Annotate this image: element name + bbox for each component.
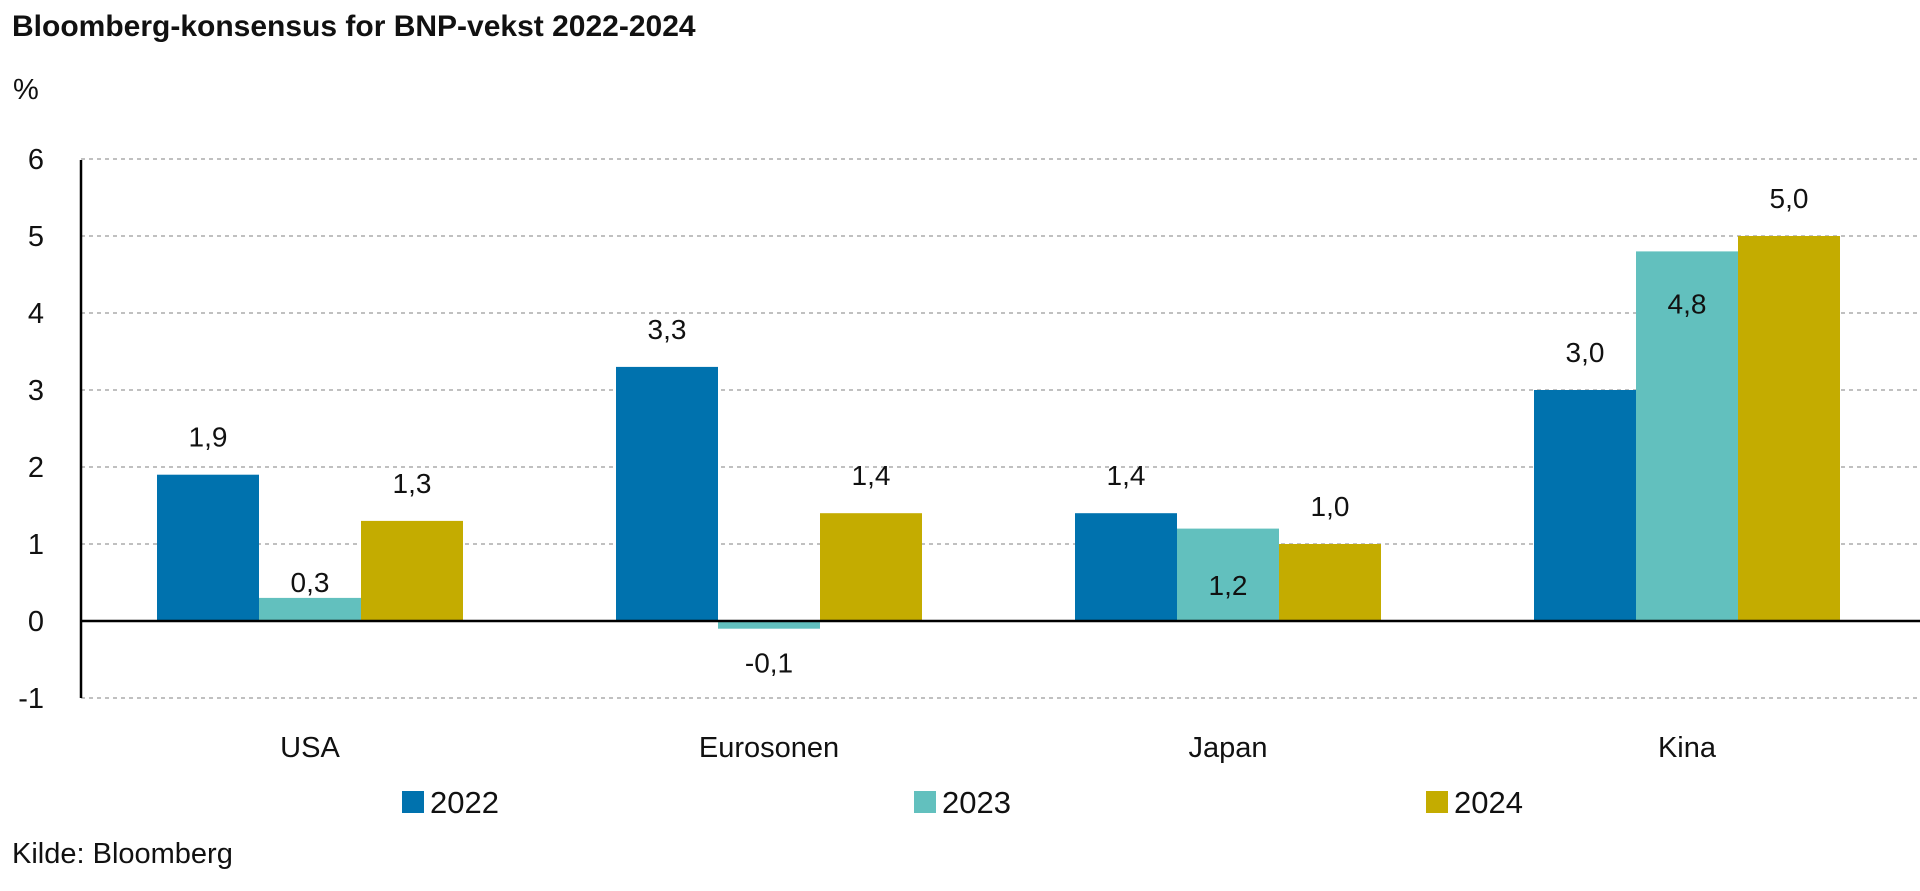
bar xyxy=(1636,251,1738,621)
data-label: 1,3 xyxy=(393,468,432,499)
category-labels: USA Eurosonen Japan Kina xyxy=(280,732,1717,764)
legend: 2022 2023 2024 xyxy=(402,785,1523,820)
chart-title: Bloomberg-konsensus for BNP-vekst 2022-2… xyxy=(12,10,696,43)
category-label: Eurosonen xyxy=(699,732,839,764)
data-label: 1,0 xyxy=(1311,491,1350,522)
data-label: 1,4 xyxy=(1107,460,1146,491)
data-label: 1,4 xyxy=(852,460,891,491)
data-label: 5,0 xyxy=(1770,183,1809,214)
y-tick-labels: 6 5 4 3 2 1 0 -1 xyxy=(18,144,44,715)
y-tick-label: 3 xyxy=(28,375,44,407)
source-note: Kilde: Bloomberg xyxy=(12,838,233,870)
bar xyxy=(1279,544,1381,621)
bar xyxy=(1738,236,1840,621)
y-tick-label: 5 xyxy=(28,221,44,253)
data-label: 1,2 xyxy=(1209,570,1248,601)
bar xyxy=(361,520,463,621)
data-label: 1,9 xyxy=(189,422,228,453)
category-label: Japan xyxy=(1188,732,1267,764)
axes xyxy=(79,160,1920,698)
y-tick-label: 6 xyxy=(28,144,44,176)
legend-swatch xyxy=(402,791,424,813)
y-tick-label: 1 xyxy=(28,529,44,561)
data-label: -0,1 xyxy=(745,648,793,679)
y-unit-label: % xyxy=(13,74,39,106)
category-label: USA xyxy=(280,732,340,764)
bar xyxy=(157,474,259,621)
bar xyxy=(1534,390,1636,621)
legend-label: 2022 xyxy=(430,785,499,820)
bar xyxy=(820,513,922,621)
y-tick-label: -1 xyxy=(18,683,44,715)
bar xyxy=(1177,528,1279,621)
data-label: 0,3 xyxy=(291,567,330,598)
bar xyxy=(1075,513,1177,621)
data-labels: 1,9 0,3 1,3 3,3 -0,1 1,4 1,4 1,2 1,0 3,0 4,8 5,0 xyxy=(189,183,1809,679)
legend-label: 2023 xyxy=(942,785,1011,820)
y-tick-label: 0 xyxy=(28,606,44,638)
legend-swatch xyxy=(914,791,936,813)
category-label: Kina xyxy=(1658,732,1717,764)
bar xyxy=(718,621,820,629)
legend-label: 2024 xyxy=(1454,785,1523,820)
data-label: 4,8 xyxy=(1668,288,1707,319)
y-tick-label: 4 xyxy=(28,298,44,330)
bar xyxy=(259,597,361,621)
y-tick-label: 2 xyxy=(28,452,44,484)
bars xyxy=(157,236,1840,629)
data-label: 3,0 xyxy=(1566,337,1605,368)
bar xyxy=(616,366,718,621)
legend-swatch xyxy=(1426,791,1448,813)
data-label: 3,3 xyxy=(648,314,687,345)
